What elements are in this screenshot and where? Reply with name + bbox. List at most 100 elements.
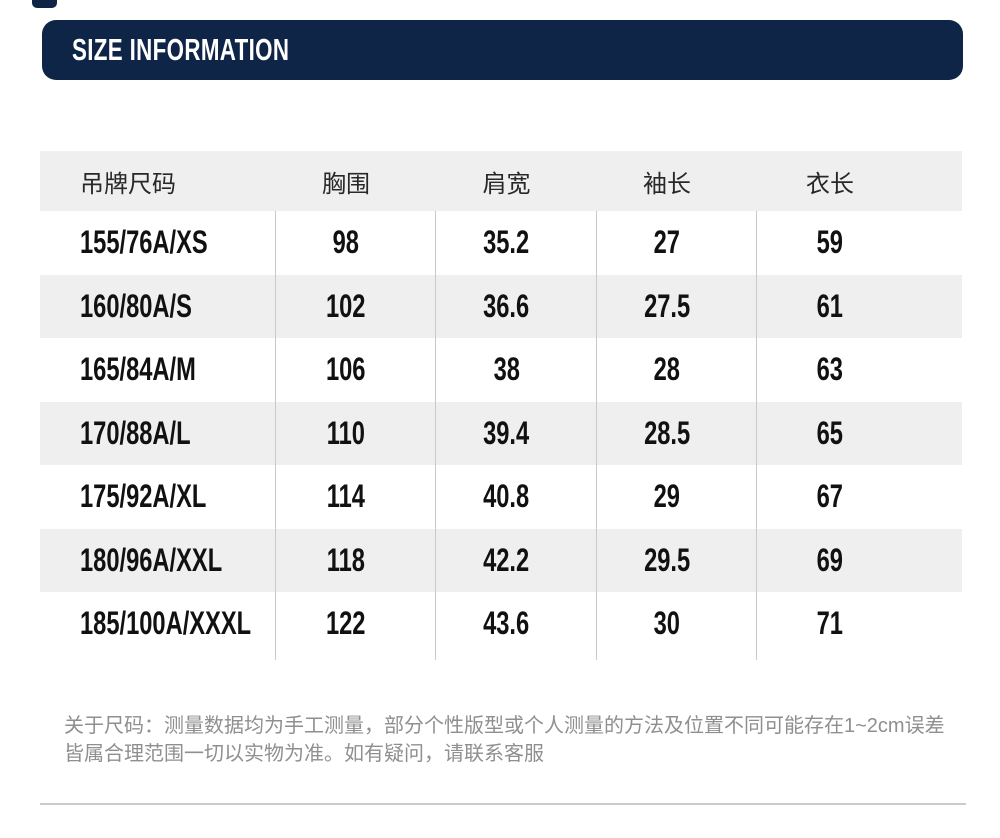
cell-tag-size: 165/84A/M bbox=[40, 338, 275, 402]
disclaimer-line-1: 关于尺码：测量数据均为手工测量，部分个性版型或个人测量的方法及位置不同可能存在1… bbox=[64, 715, 945, 737]
cell-chest: 122 bbox=[275, 592, 435, 656]
column-header-tag-size: 吊牌尺码 bbox=[40, 151, 275, 211]
length-value: 59 bbox=[816, 224, 844, 261]
size-table-row-xs: 155/76A/XS 98 35.2 27 59 bbox=[40, 211, 962, 275]
size-table: 吊牌尺码 胸围 肩宽 袖长 衣长 155/76A/XS 98 35.2 27 5… bbox=[40, 151, 962, 660]
cell-length: 61 bbox=[756, 275, 962, 339]
cell-tag-size: 155/76A/XS bbox=[40, 211, 275, 275]
length-value: 69 bbox=[816, 541, 844, 578]
length-value: 65 bbox=[816, 414, 844, 451]
chest-value: 118 bbox=[326, 541, 366, 578]
previous-banner-remnant bbox=[32, 0, 57, 8]
bottom-divider bbox=[40, 803, 966, 805]
column-divider bbox=[435, 211, 436, 660]
sleeve-value: 27 bbox=[653, 224, 681, 261]
cell-tag-size: 160/80A/S bbox=[40, 275, 275, 339]
chest-value: 122 bbox=[326, 605, 366, 642]
disclaimer-line-2: 皆属合理范围一切以实物为准。如有疑问，请联系客服 bbox=[64, 743, 544, 765]
size-table-row-l: 170/88A/L 110 39.4 28.5 65 bbox=[40, 401, 962, 466]
sleeve-value: 29 bbox=[653, 478, 681, 515]
tag-size-value: 160/80A/S bbox=[80, 287, 192, 324]
size-table-row-xl: 175/92A/XL 114 40.8 29 67 bbox=[40, 465, 962, 529]
cell-sleeve: 30 bbox=[596, 592, 756, 656]
shoulder-value: 35.2 bbox=[483, 224, 530, 261]
shoulder-value: 42.2 bbox=[483, 541, 530, 578]
chest-value: 114 bbox=[326, 478, 366, 515]
column-header-label: 袖长 bbox=[643, 170, 691, 198]
cell-chest: 102 bbox=[275, 275, 435, 339]
size-table-row-xxl: 180/96A/XXL 118 42.2 29.5 69 bbox=[40, 528, 962, 593]
column-header-label: 胸围 bbox=[322, 170, 370, 198]
column-header-sleeve: 袖长 bbox=[596, 151, 756, 211]
cell-length: 67 bbox=[756, 465, 962, 529]
tag-size-value: 175/92A/XL bbox=[80, 478, 207, 515]
column-header-shoulder: 肩宽 bbox=[435, 151, 596, 211]
sleeve-value: 27.5 bbox=[643, 287, 691, 324]
section-header-banner: SIZE INFORMATION bbox=[42, 20, 963, 80]
length-value: 67 bbox=[816, 478, 844, 515]
cell-sleeve: 28.5 bbox=[596, 402, 756, 466]
column-header-label: 吊牌尺码 bbox=[80, 170, 176, 198]
cell-tag-size: 180/96A/XXL bbox=[40, 529, 275, 593]
cell-shoulder: 43.6 bbox=[435, 592, 596, 656]
cell-sleeve: 27.5 bbox=[596, 275, 756, 339]
cell-sleeve: 28 bbox=[596, 338, 756, 402]
cell-chest: 118 bbox=[275, 529, 435, 593]
cell-chest: 98 bbox=[275, 211, 435, 275]
cell-chest: 110 bbox=[275, 402, 435, 466]
column-header-length: 衣长 bbox=[756, 151, 962, 211]
cell-sleeve: 27 bbox=[596, 211, 756, 275]
shoulder-value: 39.4 bbox=[483, 414, 530, 451]
column-divider bbox=[756, 211, 757, 660]
cell-shoulder: 40.8 bbox=[435, 465, 596, 529]
section-title: SIZE INFORMATION bbox=[72, 32, 290, 67]
tag-size-value: 185/100A/XXXL bbox=[80, 605, 252, 642]
column-divider bbox=[596, 211, 597, 660]
column-header-chest: 胸围 bbox=[275, 151, 435, 211]
cell-length: 69 bbox=[756, 529, 962, 593]
length-value: 63 bbox=[816, 351, 844, 388]
tag-size-value: 170/88A/L bbox=[80, 414, 191, 451]
length-value: 71 bbox=[816, 605, 844, 642]
cell-chest: 106 bbox=[275, 338, 435, 402]
cell-shoulder: 35.2 bbox=[435, 211, 596, 275]
cell-length: 71 bbox=[756, 592, 962, 656]
cell-tag-size: 175/92A/XL bbox=[40, 465, 275, 529]
column-header-label: 肩宽 bbox=[482, 170, 531, 198]
size-table-row-m: 165/84A/M 106 38 28 63 bbox=[40, 338, 962, 402]
length-value: 61 bbox=[816, 287, 844, 324]
cell-tag-size: 185/100A/XXXL bbox=[40, 592, 275, 656]
cell-shoulder: 36.6 bbox=[435, 275, 596, 339]
size-disclaimer: 关于尺码：测量数据均为手工测量，部分个性版型或个人测量的方法及位置不同可能存在1… bbox=[64, 712, 964, 768]
cell-shoulder: 39.4 bbox=[435, 402, 596, 466]
tag-size-value: 165/84A/M bbox=[80, 351, 196, 388]
tag-size-value: 155/76A/XS bbox=[80, 224, 208, 261]
cell-sleeve: 29.5 bbox=[596, 529, 756, 593]
column-divider bbox=[275, 211, 276, 660]
chest-value: 102 bbox=[326, 287, 366, 324]
cell-chest: 114 bbox=[275, 465, 435, 529]
sleeve-value: 28.5 bbox=[643, 414, 691, 451]
cell-sleeve: 29 bbox=[596, 465, 756, 529]
cell-length: 65 bbox=[756, 402, 962, 466]
cell-shoulder: 38 bbox=[435, 338, 596, 402]
shoulder-value: 40.8 bbox=[483, 478, 530, 515]
sleeve-value: 29.5 bbox=[643, 541, 691, 578]
tag-size-value: 180/96A/XXL bbox=[80, 541, 223, 578]
sleeve-value: 28 bbox=[653, 351, 681, 388]
chest-value: 98 bbox=[332, 224, 360, 261]
shoulder-value: 36.6 bbox=[483, 287, 530, 324]
cell-tag-size: 170/88A/L bbox=[40, 402, 275, 466]
chest-value: 110 bbox=[326, 414, 366, 451]
chest-value: 106 bbox=[326, 351, 366, 388]
size-table-row-s: 160/80A/S 102 36.6 27.5 61 bbox=[40, 274, 962, 339]
size-table-header-row: 吊牌尺码 胸围 肩宽 袖长 衣长 bbox=[40, 151, 962, 211]
sleeve-value: 30 bbox=[653, 605, 681, 642]
cell-length: 59 bbox=[756, 211, 962, 275]
cell-length: 63 bbox=[756, 338, 962, 402]
size-table-row-xxxl: 185/100A/XXXL 122 43.6 30 71 bbox=[40, 592, 962, 656]
column-header-label: 衣长 bbox=[806, 170, 854, 198]
shoulder-value: 38 bbox=[493, 351, 520, 388]
cell-shoulder: 42.2 bbox=[435, 529, 596, 593]
